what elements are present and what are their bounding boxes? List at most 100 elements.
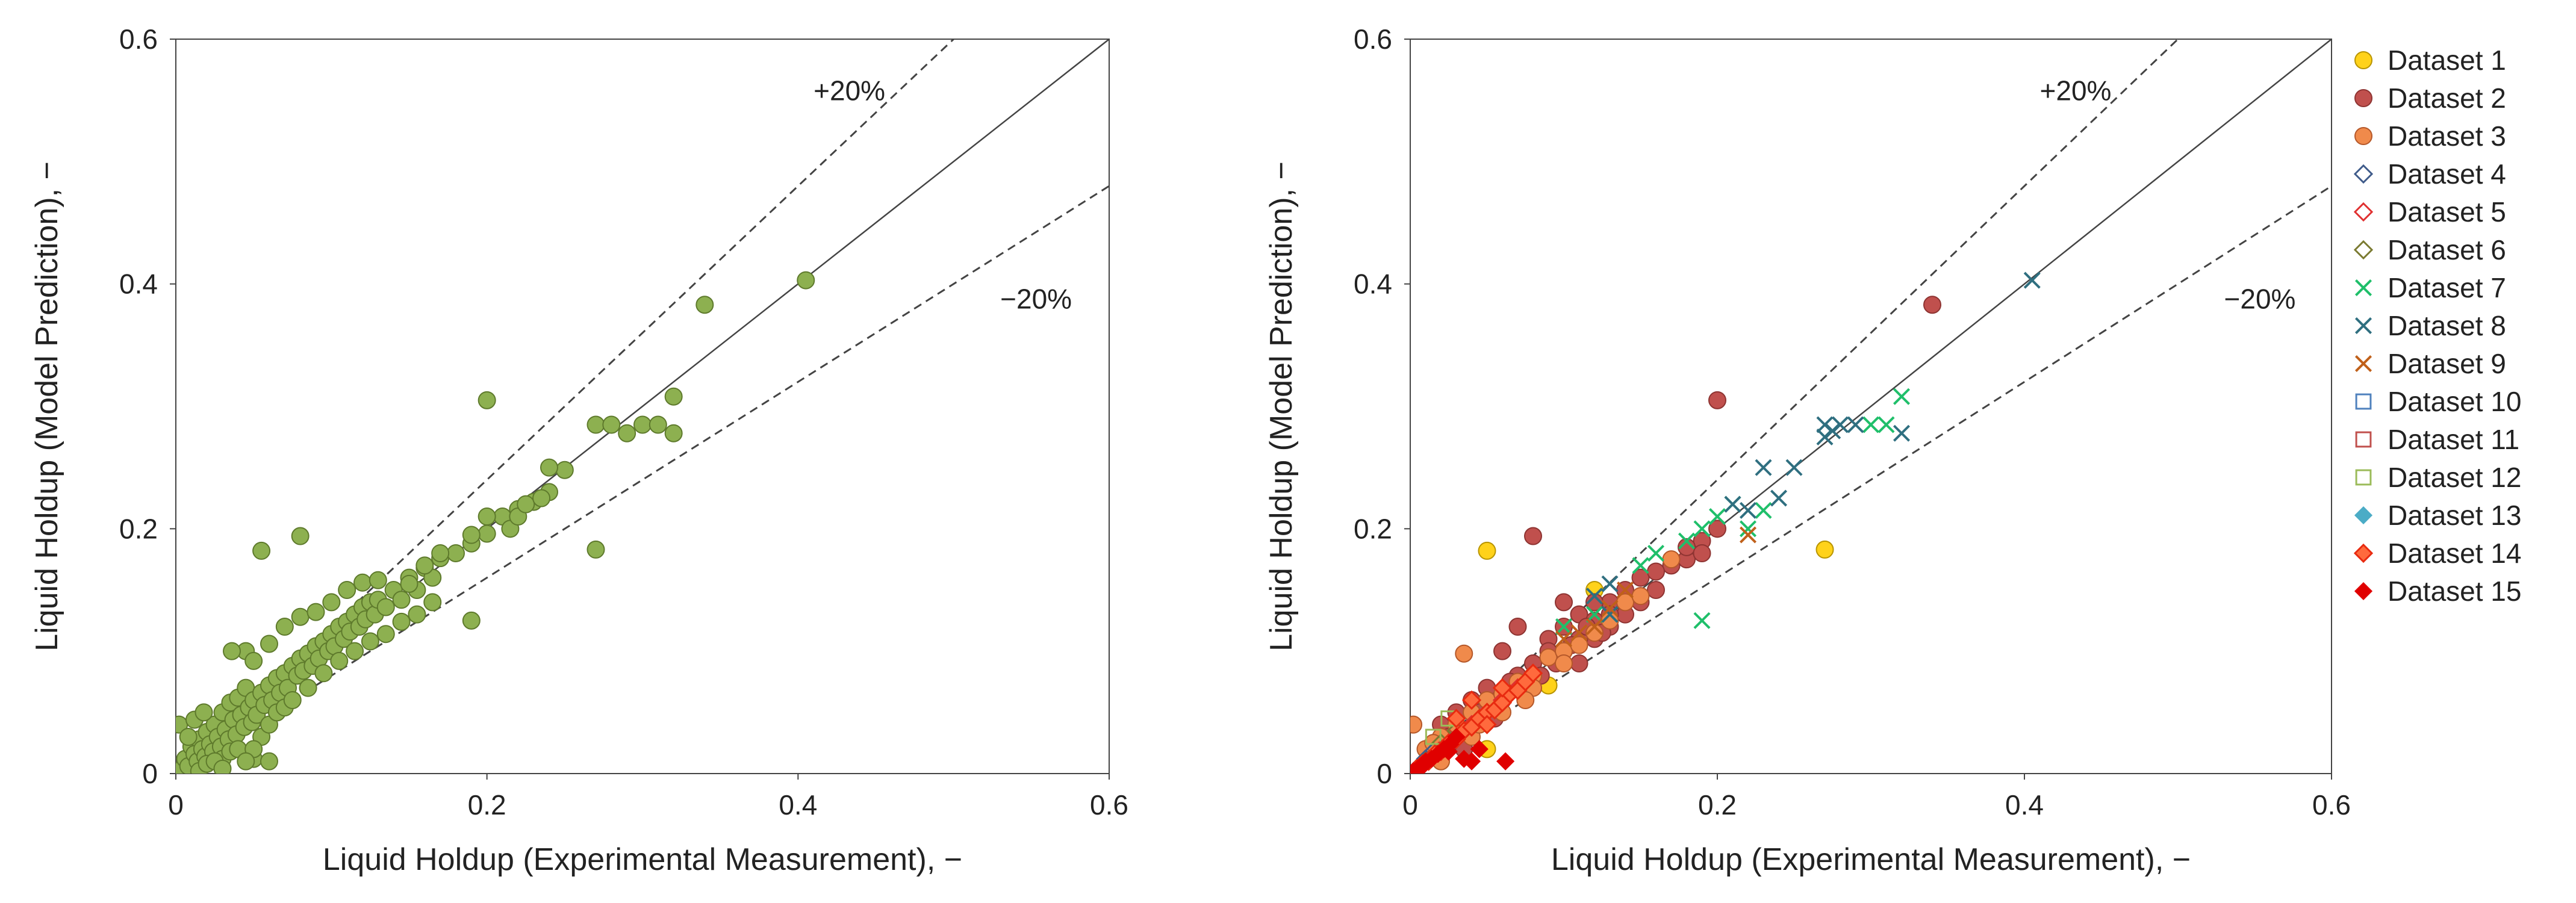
- data-point: [1470, 740, 1489, 759]
- data-point: [478, 391, 496, 409]
- data-point: [1616, 581, 1634, 599]
- data-point: [1478, 541, 1496, 560]
- data-point: [1693, 612, 1711, 629]
- data-point: [223, 642, 241, 660]
- data-point: [1446, 709, 1466, 728]
- data-point: [392, 612, 411, 631]
- data-point: [1585, 606, 1604, 623]
- series-dataset-9: [1555, 526, 1757, 648]
- chart-left: 0 0.2 0.4 0.6 0 0.2 0.4 0.6 +20% −20% Liquid H…: [30, 23, 1128, 877]
- legend-item: Dataset 6: [2353, 234, 2506, 265]
- data-point: [260, 635, 278, 653]
- data-point: [1496, 752, 1515, 771]
- data-point: [1555, 618, 1573, 636]
- data-point: [1708, 391, 1726, 409]
- band-labels-right: +20% −20%: [2040, 75, 2296, 315]
- data-point: [618, 424, 636, 442]
- data-point: [260, 752, 278, 771]
- legend-label: Dataset 11: [2388, 424, 2519, 455]
- data-point: [1739, 526, 1757, 544]
- band-labels-left: +20% −20%: [814, 75, 1072, 315]
- y-tick-label: 0.6: [1354, 23, 1392, 55]
- data-point: [179, 728, 198, 746]
- data-point: [1708, 520, 1726, 538]
- data-point: [1755, 501, 1772, 519]
- data-point: [1524, 527, 1542, 545]
- legend-item: Dataset 10: [2355, 386, 2521, 417]
- band-label-minus20: −20%: [2224, 283, 2296, 314]
- data-point: [462, 611, 481, 630]
- data-point: [400, 574, 418, 593]
- data-point: [447, 544, 465, 562]
- y-tick-label: 0.4: [119, 268, 158, 300]
- y-tick-label: 0: [142, 758, 158, 789]
- legend-label: Dataset 6: [2388, 234, 2506, 265]
- data-point: [408, 605, 426, 624]
- legend-label: Dataset 2: [2388, 82, 2506, 114]
- x-axis-label-right: Liquid Holdup (Experimental Measurement)…: [1551, 842, 2191, 877]
- legend-marker: [2353, 164, 2374, 184]
- data-point: [1824, 422, 1841, 439]
- data-point: [649, 415, 667, 434]
- data-point: [314, 664, 333, 683]
- data-point: [252, 541, 271, 560]
- y-tick-label: 0.6: [119, 23, 158, 55]
- data-point: [353, 573, 372, 592]
- data-point: [431, 544, 450, 562]
- series-dataset-15: [1410, 727, 1515, 774]
- legend-marker: [2354, 127, 2372, 145]
- data-point: [555, 461, 574, 479]
- reference-line-minus20: [1410, 185, 2332, 774]
- xticks-right: 0 0.2 0.4 0.6: [1402, 774, 2351, 821]
- data-point: [1632, 557, 1649, 574]
- legend-marker: [2354, 89, 2372, 107]
- data-point: [376, 625, 395, 644]
- legend-label: Dataset 10: [2388, 386, 2521, 417]
- data-point: [1893, 388, 1911, 405]
- data-point: [194, 703, 213, 722]
- legend-marker: [2354, 582, 2373, 601]
- band-label-plus20: +20%: [814, 75, 885, 107]
- band-label-minus20: −20%: [1000, 283, 1072, 314]
- legend-marker: [2354, 51, 2372, 69]
- data-point: [532, 489, 551, 507]
- data-point: [1878, 416, 1895, 433]
- legend-item: Dataset 14: [2353, 538, 2521, 569]
- data-point: [1647, 544, 1665, 562]
- xticks-left: 0 0.2 0.4 0.6: [168, 774, 1128, 821]
- data-point: [1461, 690, 1482, 710]
- data-point: [1724, 495, 1741, 513]
- data-point: [1462, 752, 1481, 771]
- data-point: [586, 540, 605, 559]
- chart-right: 0 0.2 0.4 0.6 0 0.2 0.4 0.6 +20% −20% Liquid H…: [1264, 23, 2351, 877]
- legend-label: Dataset 14: [2388, 538, 2521, 569]
- data-point: [478, 524, 496, 543]
- legend-label: Dataset 15: [2388, 576, 2521, 607]
- data-point: [1570, 624, 1588, 642]
- data-point: [322, 593, 341, 612]
- legend-item: Dataset 2: [2354, 82, 2506, 114]
- legend: Dataset 1 Dataset 2 Dataset 3 Dataset 4 Data…: [2353, 45, 2521, 607]
- data-point: [1585, 588, 1604, 605]
- legend-item: Dataset 15: [2354, 576, 2521, 607]
- data-point: [1693, 544, 1711, 562]
- data-point: [2023, 272, 2041, 289]
- data-point: [1662, 550, 1681, 569]
- x-tick-label: 0.4: [779, 789, 817, 821]
- data-point: [1647, 581, 1665, 599]
- legend-item: Dataset 1: [2354, 45, 2506, 76]
- x-tick-label: 0.6: [2312, 789, 2351, 821]
- data-point: [664, 387, 683, 406]
- x-tick-label: 0.4: [2005, 789, 2044, 821]
- y-axis-label-right: Liquid Holdup (Model Prediction), −: [1264, 161, 1299, 651]
- data-point: [1508, 618, 1527, 636]
- x-tick-label: 0: [168, 789, 184, 821]
- data-point: [1678, 538, 1696, 556]
- legend-marker: [2355, 469, 2372, 486]
- data-point: [369, 571, 387, 589]
- data-point: [283, 691, 302, 709]
- data-point: [392, 591, 411, 609]
- legend-item: Dataset 7: [2354, 272, 2506, 303]
- legend-label: Dataset 3: [2388, 120, 2506, 152]
- data-point: [1439, 742, 1458, 761]
